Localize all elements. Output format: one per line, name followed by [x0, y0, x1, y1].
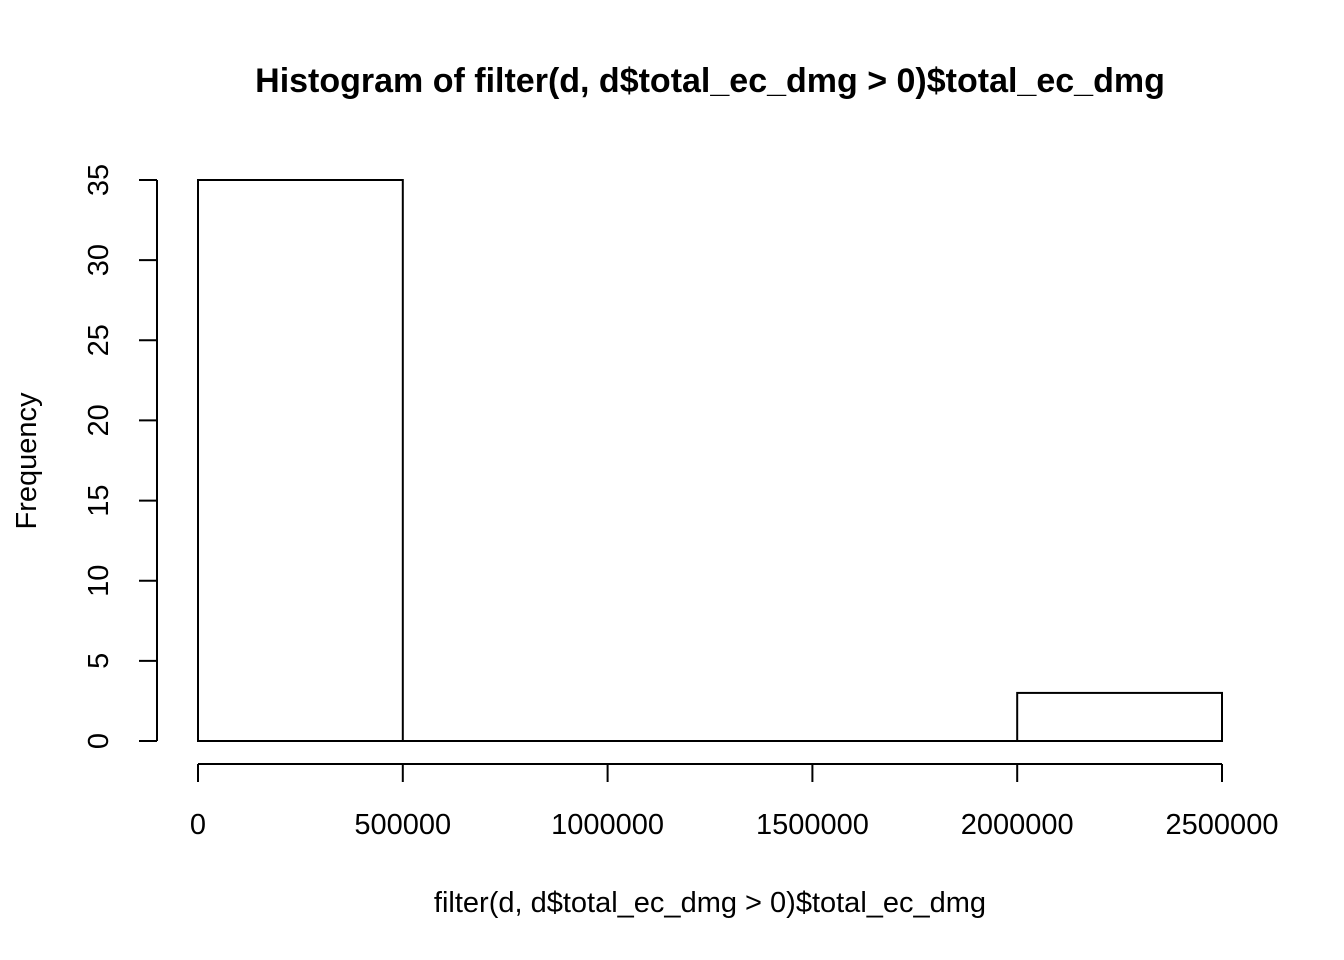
x-axis: 0 500000 1000000 1500000 2000000 2500000	[190, 763, 1279, 841]
y-tick-label-7: 35	[83, 164, 115, 196]
histogram-bar-4	[1016, 691, 1224, 743]
x-tick-label-5: 2500000	[1166, 809, 1279, 841]
y-tick-label-4: 20	[83, 404, 115, 436]
y-tick-label-2: 10	[83, 565, 115, 597]
y-tick-label-3: 15	[83, 484, 115, 516]
y-tick-label-5: 25	[83, 324, 115, 356]
y-axis-label: Frequency	[11, 392, 43, 530]
histogram-bar-0	[197, 179, 404, 742]
x-tick-label-0: 0	[190, 809, 206, 841]
y-axis: 0 5 10 15 20 25 30 35	[83, 164, 158, 749]
y-tick-label-6: 30	[83, 244, 115, 276]
y-tick-label-1: 5	[83, 653, 115, 669]
chart-title: Histogram of filter(d, d$total_ec_dmg > …	[255, 62, 1165, 100]
y-tick-label-0: 0	[83, 733, 115, 749]
x-tick-label-2: 1000000	[551, 809, 664, 841]
x-tick-label-4: 2000000	[961, 809, 1074, 841]
x-tick-label-1: 500000	[354, 809, 451, 841]
bars-group	[197, 179, 1224, 743]
x-tick-label-3: 1500000	[756, 809, 869, 841]
x-axis-label: filter(d, d$total_ec_dmg > 0)$total_ec_d…	[434, 887, 986, 919]
